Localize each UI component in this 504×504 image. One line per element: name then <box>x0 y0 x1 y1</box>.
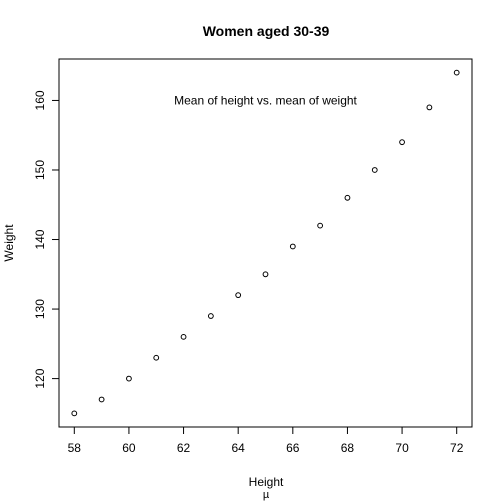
x-axis-sublabel: µ <box>263 489 270 501</box>
data-point <box>262 271 269 278</box>
y-tick-label: 140 <box>33 229 47 249</box>
x-axis: 58 60 62 64 66 68 70 72 <box>68 426 464 455</box>
data-point <box>207 313 214 319</box>
data-point <box>289 243 296 250</box>
y-tick-label: 160 <box>33 90 47 110</box>
data-point <box>371 167 378 173</box>
plot-frame <box>58 58 473 428</box>
x-tick-label: 58 <box>68 441 82 455</box>
x-tick-label: 68 <box>341 441 355 455</box>
y-axis: 120 130 140 150 160 <box>33 90 60 389</box>
y-tick-label: 130 <box>33 299 47 319</box>
data-point <box>317 222 324 229</box>
data-point <box>153 354 160 361</box>
data-point <box>426 104 433 111</box>
chart-title: Women aged 30-39 <box>203 23 330 39</box>
data-point <box>453 69 460 76</box>
data-point <box>399 139 405 146</box>
x-axis-label: Height <box>249 475 284 489</box>
x-tick-label: 60 <box>122 441 136 455</box>
data-point <box>180 333 187 340</box>
y-axis-label: Weight <box>2 224 16 262</box>
y-tick-label: 120 <box>33 368 47 388</box>
x-tick-label: 64 <box>232 441 246 455</box>
data-point <box>71 410 78 417</box>
y-tick-label: 150 <box>33 160 47 180</box>
data-point <box>235 292 242 299</box>
data-point <box>344 194 351 201</box>
x-tick-label: 70 <box>395 441 409 455</box>
data-point <box>126 375 132 382</box>
data-point <box>98 396 105 403</box>
annotation: Mean of height vs. mean of weight <box>174 93 357 107</box>
x-tick-label: 72 <box>450 441 464 455</box>
x-tick-label: 66 <box>286 441 300 455</box>
data-points <box>71 69 460 417</box>
x-tick-label: 62 <box>177 441 191 455</box>
